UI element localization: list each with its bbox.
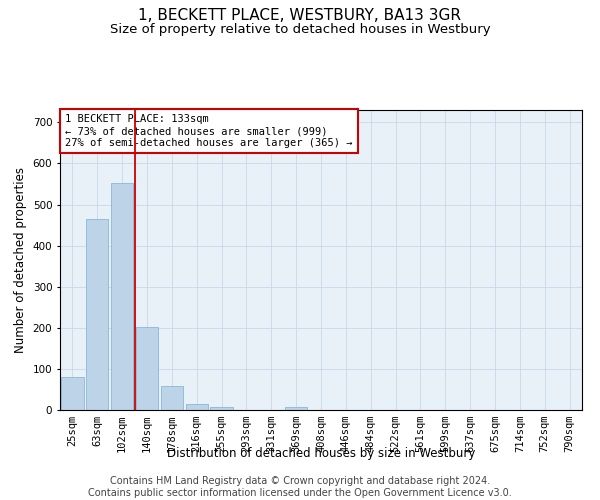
Bar	[136, 326, 158, 410]
Bar	[285, 406, 307, 410]
Bar	[86, 219, 109, 410]
Bar	[161, 386, 183, 410]
Y-axis label: Number of detached properties: Number of detached properties	[14, 167, 27, 353]
Text: Contains HM Land Registry data © Crown copyright and database right 2024.
Contai: Contains HM Land Registry data © Crown c…	[88, 476, 512, 498]
Bar	[211, 407, 233, 410]
Bar	[111, 182, 133, 410]
Text: Size of property relative to detached houses in Westbury: Size of property relative to detached ho…	[110, 22, 490, 36]
Text: Distribution of detached houses by size in Westbury: Distribution of detached houses by size …	[167, 448, 475, 460]
Bar	[61, 377, 83, 410]
Text: 1, BECKETT PLACE, WESTBURY, BA13 3GR: 1, BECKETT PLACE, WESTBURY, BA13 3GR	[139, 8, 461, 22]
Text: 1 BECKETT PLACE: 133sqm
← 73% of detached houses are smaller (999)
27% of semi-d: 1 BECKETT PLACE: 133sqm ← 73% of detache…	[65, 114, 353, 148]
Bar	[185, 404, 208, 410]
